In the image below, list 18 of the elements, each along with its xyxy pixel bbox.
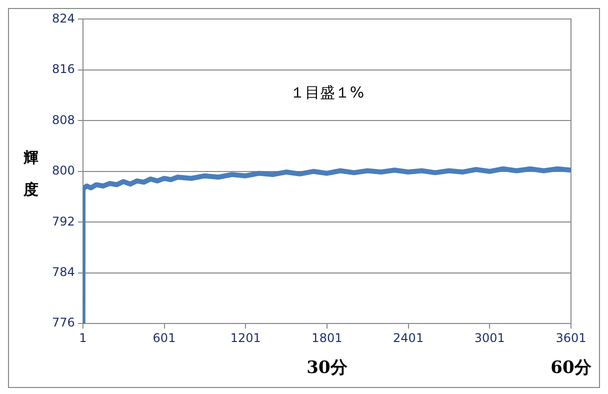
y-tick-label: 800 xyxy=(52,164,75,178)
y-tick-label: 816 xyxy=(52,62,75,76)
x-tick-label: 1801 xyxy=(312,330,342,345)
y-tick-label: 808 xyxy=(52,112,75,127)
y-tick-label: 792 xyxy=(52,214,75,228)
y-axis-title: 輝度 xyxy=(22,148,38,198)
y-tick-label: 776 xyxy=(52,316,75,330)
x-tick-label: 1201 xyxy=(230,330,261,345)
text: 30分 xyxy=(306,358,348,378)
x-tick-label: 2401 xyxy=(393,330,424,345)
y-tick-label: 784 xyxy=(52,264,75,279)
y-tick-label: 824 xyxy=(52,11,75,26)
text: 60分 xyxy=(550,358,592,378)
x-tick-label: 3001 xyxy=(474,330,505,345)
x-tick-label: 601 xyxy=(152,330,176,345)
annotation: １目盛１% xyxy=(290,84,364,102)
x-tick-label: 3601 xyxy=(556,330,586,345)
x-tick-label: 1 xyxy=(79,330,87,345)
